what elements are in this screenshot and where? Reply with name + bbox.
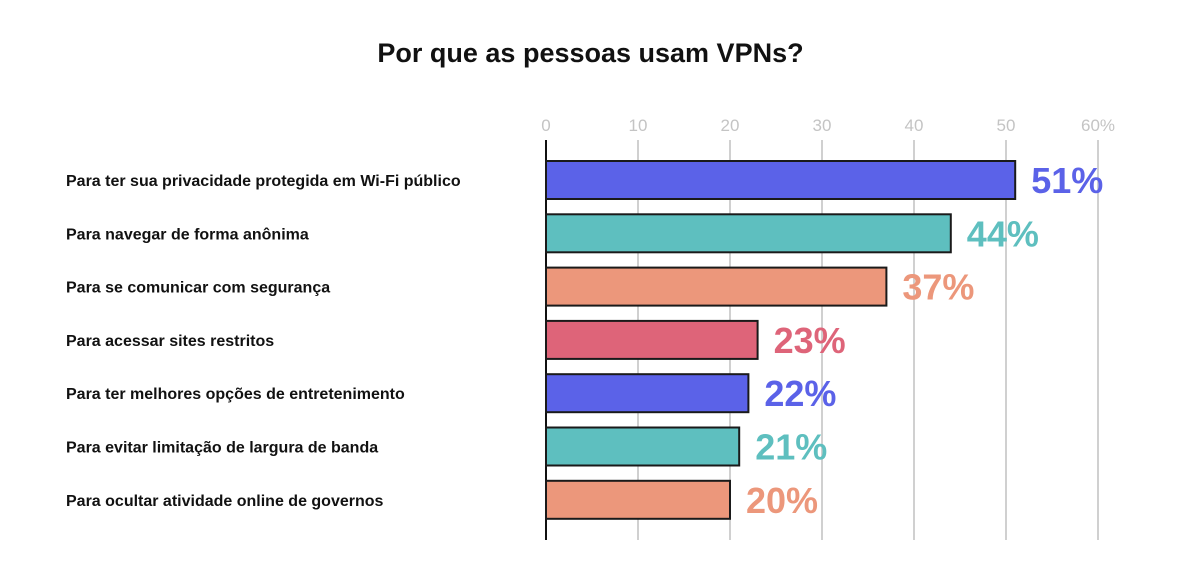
value-label: 20% [746,480,818,521]
x-tick-label: 30 [813,116,832,135]
bar [545,160,1017,200]
category-label: Para ocultar atividade online de governo… [66,493,384,510]
bar [545,213,952,254]
category-label: Para evitar limitação de largura de band… [66,440,378,457]
value-label: 51% [1031,160,1103,201]
bar [545,266,888,307]
category-label: Para ter sua privacidade protegida em Wi… [66,173,461,190]
x-tick-label: 60% [1081,116,1115,135]
value-label: 23% [774,320,846,361]
bar [545,373,750,414]
category-label: Para ter melhores opções de entretenimen… [66,386,405,403]
bar [545,479,731,520]
bar [545,426,741,467]
value-label: 37% [902,267,974,308]
x-tick-label: 20 [721,116,740,135]
x-tick-label: 50 [997,116,1016,135]
value-label: 21% [755,427,827,468]
bar [545,319,759,360]
category-label: Para se comunicar com segurança [66,280,330,297]
x-tick-label: 10 [629,116,648,135]
category-label: Para navegar de forma anônima [66,226,309,243]
category-label: Para acessar sites restritos [66,333,274,350]
value-label: 22% [764,373,836,414]
value-label: 44% [967,213,1039,254]
x-tick-label: 0 [541,116,550,135]
x-tick-label: 40 [905,116,924,135]
chart-title: Por que as pessoas usam VPNs? [377,38,804,68]
